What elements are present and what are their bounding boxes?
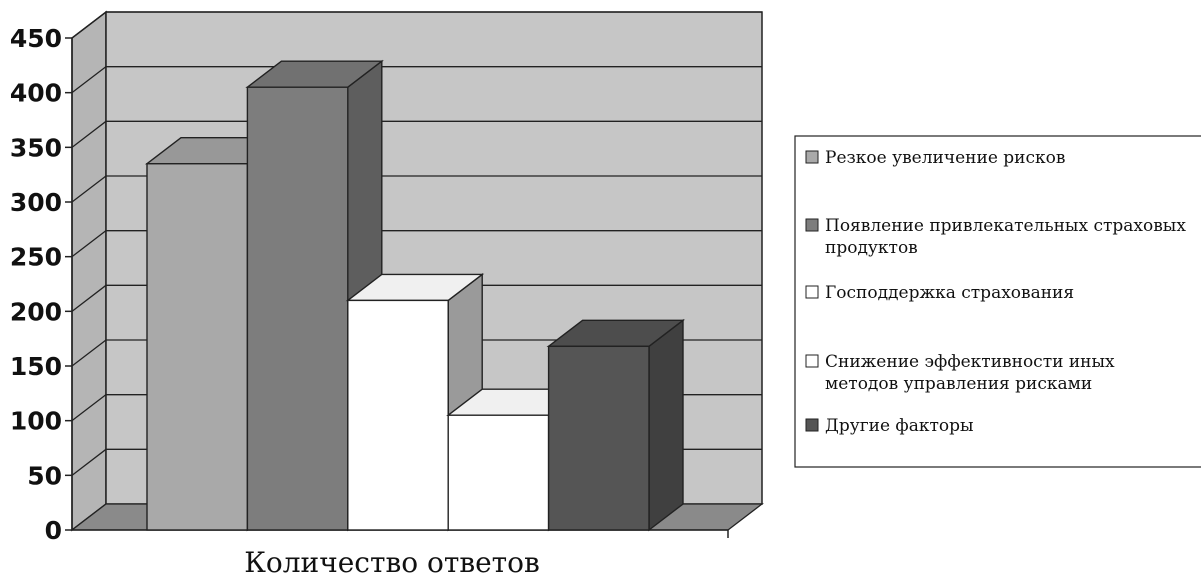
bar-front [347, 299, 449, 531]
gridline [71, 230, 762, 258]
bar-front [246, 86, 349, 531]
y-tick-label: 150 [10, 352, 62, 381]
bar-front [146, 163, 249, 531]
legend-label: Резкое увеличение рисков [825, 148, 1065, 168]
x-axis-title: Количество ответов [244, 546, 540, 579]
gridline [71, 66, 762, 94]
legend-label: Господдержка страхования [825, 283, 1074, 303]
gridlines [71, 11, 762, 476]
y-tick-label: 200 [10, 297, 62, 326]
bar [546, 318, 686, 532]
gridline [71, 120, 762, 148]
legend-box [794, 135, 1201, 468]
gridline [71, 284, 762, 312]
y-axis [65, 37, 73, 531]
y-tick-label: 250 [10, 243, 62, 272]
y-tick-label: 300 [10, 188, 62, 217]
legend-label: Снижение эффективности иных [825, 352, 1115, 372]
bar-front [547, 345, 650, 531]
y-tick-label: 0 [45, 516, 62, 545]
y-tick-label: 350 [10, 133, 62, 162]
legend-swatch [805, 418, 819, 432]
y-tick-label: 100 [10, 407, 62, 436]
legend-swatch [805, 150, 819, 164]
y-tick-labels: 0 50 100 150 200 250 300 350 400 450 [10, 24, 62, 545]
legend-swatch [805, 354, 819, 368]
legend-swatch [805, 218, 819, 232]
y-tick-label: 400 [10, 79, 62, 108]
gridline [71, 339, 762, 367]
y-tick-label: 50 [27, 461, 62, 490]
legend-label: продуктов [825, 238, 918, 258]
bar-front [447, 414, 550, 531]
gridline [71, 11, 762, 39]
legend-label: методов управления рисками [825, 374, 1092, 394]
side-wall [71, 10, 107, 532]
y-tick-label: 450 [10, 24, 62, 53]
legend-swatch [805, 285, 819, 299]
gridline [71, 175, 762, 203]
legend: Резкое увеличение рисков Появление привле… [794, 135, 1201, 468]
bar-side [648, 318, 684, 532]
legend-label: Появление привлекательных страховых [825, 216, 1186, 236]
bars-group [144, 59, 686, 532]
legend-label: Другие факторы [825, 416, 974, 436]
